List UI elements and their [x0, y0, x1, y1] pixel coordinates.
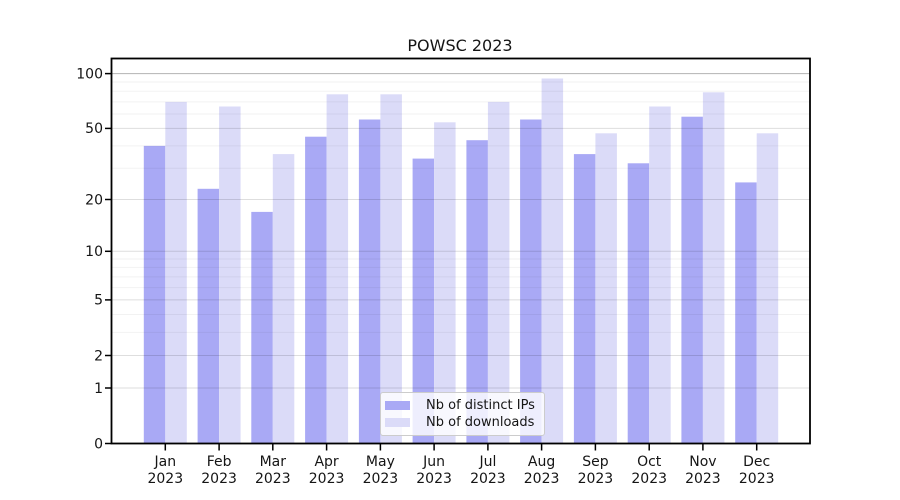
legend-swatch-distinct-ips — [385, 401, 410, 410]
x-tick-label-year-dec: 2023 — [739, 471, 775, 487]
bar-downloads-feb — [219, 106, 241, 444]
legend-swatch-downloads — [385, 418, 410, 427]
bar-distinct-ips-jan — [143, 145, 166, 444]
y-tick-label-2: 2 — [94, 348, 103, 364]
bar-distinct-ips-nov — [681, 116, 703, 444]
x-tick-label-year-nov: 2023 — [685, 471, 721, 487]
x-tick-label-year-aug: 2023 — [524, 471, 560, 487]
x-tick-label-year-mar: 2023 — [255, 471, 291, 487]
bar-downloads-oct — [649, 106, 671, 444]
x-tick-label-month-dec: Dec — [743, 454, 770, 470]
x-tick-label-month-apr: Apr — [314, 454, 338, 470]
bar-downloads-nov — [702, 92, 725, 444]
bar-distinct-ips-sep — [573, 154, 596, 444]
y-tick-label-100: 100 — [76, 66, 103, 82]
legend-item-distinct-ips: Nb of distinct IPs — [385, 398, 538, 413]
x-tick-label-month-may: May — [366, 454, 395, 470]
bar-downloads-jan — [165, 101, 187, 444]
bar-distinct-ips-mar — [251, 211, 273, 444]
bar-distinct-ips-apr — [305, 136, 327, 444]
x-tick-label-month-sep: Sep — [582, 454, 609, 470]
bar-downloads-apr — [326, 94, 349, 444]
bar-downloads-jun — [434, 122, 456, 444]
bar-downloads-mar — [272, 154, 295, 444]
bar-distinct-ips-feb — [197, 188, 220, 444]
x-tick-label-year-jul: 2023 — [470, 471, 506, 487]
bar-downloads-jul — [487, 101, 510, 444]
legend-label-downloads: Nb of downloads — [426, 415, 535, 430]
x-tick-label-year-sep: 2023 — [578, 471, 614, 487]
bar-distinct-ips-may — [358, 119, 381, 444]
bar-distinct-ips-jul — [466, 140, 488, 444]
x-tick-label-year-may: 2023 — [363, 471, 399, 487]
x-tick-label-month-mar: Mar — [260, 454, 287, 470]
gridlines-group — [111, 73, 810, 389]
x-tick-label-month-jun: Jun — [422, 454, 445, 470]
x-tick-label-year-feb: 2023 — [201, 471, 237, 487]
bar-distinct-ips-dec — [735, 182, 757, 444]
y-tick-label-0: 0 — [94, 436, 103, 452]
x-tick-label-month-jul: Jul — [478, 454, 496, 470]
bar-downloads-sep — [595, 133, 617, 444]
x-tick-label-year-oct: 2023 — [631, 471, 667, 487]
bar-distinct-ips-jun — [412, 158, 435, 444]
y-tick-label-50: 50 — [85, 121, 103, 137]
x-tick-label-year-jun: 2023 — [416, 471, 452, 487]
y-tick-label-20: 20 — [85, 192, 103, 208]
bar-downloads-aug — [541, 78, 564, 444]
bar-distinct-ips-aug — [520, 119, 542, 444]
legend-item-downloads: Nb of downloads — [385, 415, 538, 430]
legend: Nb of distinct IPs Nb of downloads — [380, 392, 545, 436]
x-tick-label-month-nov: Nov — [689, 454, 716, 470]
legend-label-distinct-ips: Nb of distinct IPs — [426, 398, 535, 413]
bar-downloads-dec — [756, 133, 779, 444]
axes-group — [105, 57, 811, 451]
x-tick-label-year-jan: 2023 — [147, 471, 183, 487]
y-tick-label-1: 1 — [94, 381, 103, 397]
bars-group — [143, 78, 779, 444]
x-tick-label-month-jan: Jan — [154, 454, 177, 470]
chart-title: POWSC 2023 — [407, 36, 512, 55]
bar-distinct-ips-oct — [627, 163, 650, 444]
y-tick-label-10: 10 — [85, 244, 103, 260]
x-tick-label-month-oct: Oct — [637, 454, 662, 470]
x-tick-label-month-feb: Feb — [207, 454, 232, 470]
y-tick-label-5: 5 — [94, 293, 103, 309]
tick-labels-group: 0125102050100Jan2023Feb2023Mar2023Apr202… — [76, 66, 774, 487]
bar-downloads-may — [380, 94, 402, 444]
x-tick-label-year-apr: 2023 — [309, 471, 345, 487]
x-tick-label-month-aug: Aug — [528, 454, 555, 470]
